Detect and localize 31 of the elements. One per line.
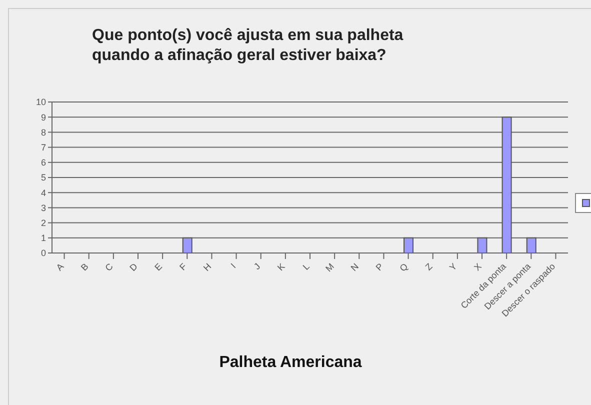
y-tick-label: 4 bbox=[40, 188, 46, 198]
x-tick-label: X bbox=[472, 261, 484, 273]
x-tick-label: P bbox=[374, 261, 386, 273]
y-tick-label: 10 bbox=[36, 97, 46, 108]
y-tick-label: 7 bbox=[40, 142, 46, 152]
y-tick-label: 1 bbox=[40, 233, 46, 244]
y-tick-label: 5 bbox=[40, 172, 46, 183]
x-tick-label: C bbox=[103, 260, 116, 274]
y-tick-label: 3 bbox=[40, 202, 46, 213]
x-tick-label: M bbox=[324, 261, 336, 274]
y-tick-label: 8 bbox=[40, 127, 46, 138]
x-tick-label: L bbox=[300, 261, 312, 272]
x-tick-label: D bbox=[128, 260, 140, 274]
y-tick-label: 0 bbox=[40, 248, 46, 258]
x-tick-label: Z bbox=[423, 260, 435, 272]
y-tick-label: 6 bbox=[40, 158, 46, 168]
y-tick-label: 9 bbox=[40, 112, 46, 122]
x-tick-label: E bbox=[152, 261, 164, 273]
x-tick-label: Y bbox=[448, 261, 459, 273]
x-tick-label: K bbox=[276, 261, 287, 273]
x-tick-label: N bbox=[348, 261, 361, 274]
x-tick-label: J bbox=[252, 261, 262, 272]
chart-title: Que ponto(s) você ajusta em sua palheta quando a afinação geral estiver baixa? bbox=[92, 26, 404, 66]
y-tick-label: 2 bbox=[40, 218, 46, 228]
x-tick-label: I bbox=[228, 261, 238, 270]
x-tick-label: Q bbox=[398, 261, 410, 274]
x-tick-label: F bbox=[178, 260, 189, 272]
x-axis-title: Palheta Americana bbox=[218, 354, 363, 372]
x-tick-label: A bbox=[54, 261, 66, 273]
x-tick-label: H bbox=[201, 261, 214, 274]
x-tick-label: B bbox=[78, 261, 90, 273]
